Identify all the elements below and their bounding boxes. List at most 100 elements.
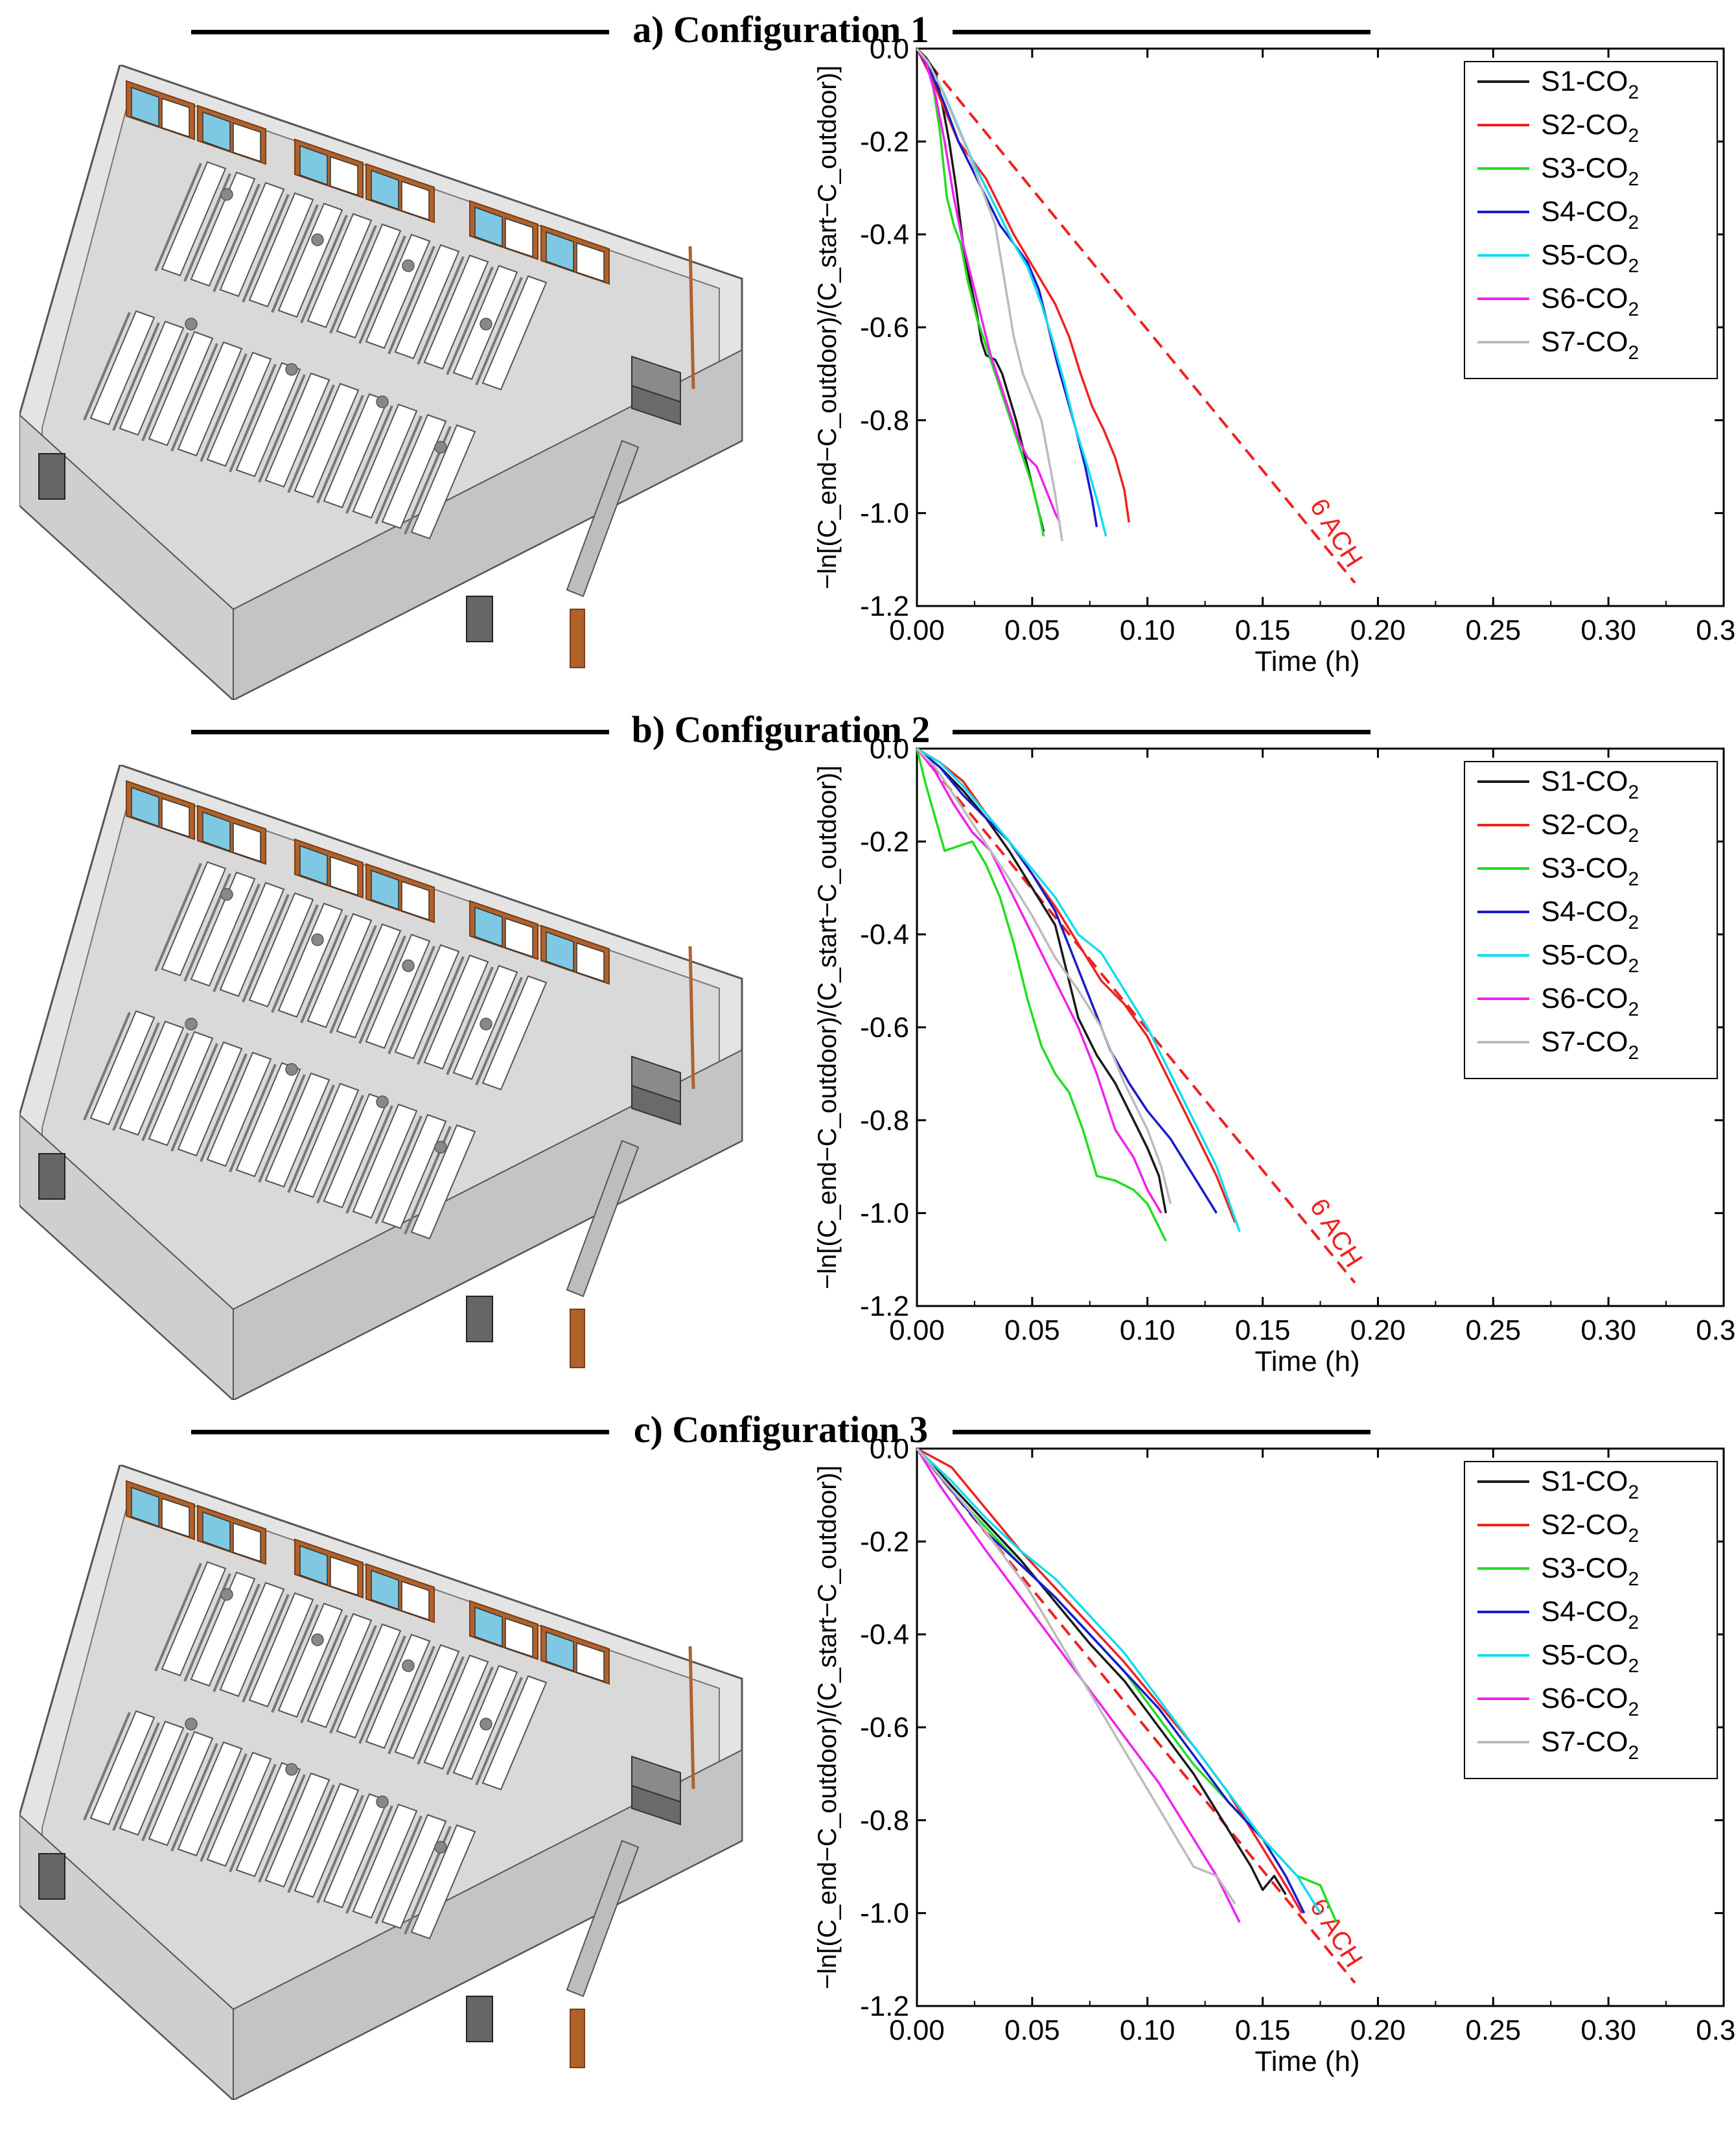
legend-label: S4-CO2 [1541,896,1639,933]
chair-row [388,1646,435,1755]
chair-row [329,1625,377,1734]
chair-row [345,1105,393,1214]
window-pane [505,217,533,258]
x-axis-label: Time (h) [1255,1346,1360,1377]
chair-row [112,1022,160,1131]
side-door [570,609,585,668]
chair-row [242,1594,290,1703]
door-right [466,1296,493,1342]
x-tick-label: 0.30 [1580,1314,1636,1346]
x-tick-label: 0.25 [1465,1314,1521,1346]
teacher-desk-front [631,1784,681,1826]
chair-row [329,225,377,334]
window-pane [505,1617,533,1658]
y-tick-label: -1.0 [860,498,909,530]
side-wall [233,1749,743,2100]
x-tick-label: 0.05 [1004,614,1060,646]
window-pane [576,942,605,983]
series-line-s4 [916,747,1218,1214]
desk-row [294,1782,360,1898]
x-tick-label: 0.20 [1350,1314,1406,1346]
legend-label: S6-CO2 [1541,983,1639,1020]
y-tick-label: -1.0 [860,1898,909,1930]
y-tick-label: -0.4 [860,219,909,251]
window-pane [330,856,358,896]
series-line-s3 [916,748,1167,1242]
x-tick-label: 0.15 [1235,2014,1291,2046]
classroom-illustration [19,65,743,700]
window-glass [131,1486,159,1528]
desk-row [177,341,243,457]
y-tick-label: -0.6 [860,1712,909,1744]
chair-row [300,915,348,1023]
legend-label: S3-CO2 [1541,852,1639,890]
legend-box [1464,1461,1718,1779]
room-group [19,1465,743,2100]
desk-row [336,223,402,339]
window-pane [401,880,430,921]
chair-row [170,343,218,452]
chair-row [345,405,393,514]
teacher-desk-front [631,384,681,426]
sensor-marker [402,959,415,972]
window-pane [161,1497,190,1538]
desk-row [336,1623,402,1739]
y-axis-label: −ln[(C_end−C_outdoor)/(C_start−C_outdoor… [813,65,842,589]
chair-row [271,204,319,313]
window-glass [474,906,503,948]
chair-row [141,1732,189,1841]
panel-title: b) Configuration 2 [631,708,931,751]
decay-chart: 0.00 0.05 0.10 0.15 0.20 0.25 0.30 0.35 0.0 -0.2 -… [813,739,1736,1377]
series-line-s5 [916,1447,1321,1914]
desk-row [89,310,156,426]
y-tick-label: -0.2 [860,1526,909,1557]
window-glass [371,169,399,211]
legend-label: S6-CO2 [1541,283,1639,320]
chair-row [287,384,335,493]
window-glass [131,86,159,128]
desk-row [219,181,285,297]
chair-row [446,1666,494,1775]
window-pane [161,797,190,838]
y-tick-label: -1.2 [860,590,909,622]
panel-configuration-1: a) Configuration 1 0.00 0.05 0.10 0.15 0.20 0… [0,0,1736,700]
header-rule-right [953,30,1371,34]
chair-row [417,956,465,1065]
sensor-marker [311,1633,324,1646]
window-glass [546,231,574,272]
sensor-marker [402,1659,415,1672]
decay-chart: 0.00 0.05 0.10 0.15 0.20 0.25 0.30 0.35 0.0 -0.2 -… [813,39,1736,677]
sensor-marker [285,363,298,376]
series-line-s5 [916,747,1241,1232]
chair-row [358,235,406,344]
header-rule-left [191,1430,609,1434]
chair-row [83,312,131,421]
window-glass [371,1569,399,1611]
chair-row [375,415,422,524]
chair-row [316,395,364,504]
x-tick-label: 0.10 [1120,1314,1175,1346]
series-line-s6 [916,747,1163,1214]
legend-label: S6-CO2 [1541,1683,1639,1720]
desk-row [148,331,214,447]
legend-label: S1-CO2 [1541,65,1639,103]
sensor-marker [434,1841,447,1854]
sensor-marker [220,1588,233,1601]
desk-row [248,192,314,308]
legend-label: S2-CO2 [1541,1509,1639,1546]
x-tick-label: 0.20 [1350,2014,1406,2046]
x-tick-label: 0.35 [1696,614,1736,646]
series-line-s7 [916,47,1063,541]
room-group [19,65,743,700]
x-tick-label: 0.30 [1580,614,1636,646]
window-glass [371,869,399,911]
window-glass [546,1631,574,1672]
y-tick-label: 0.0 [870,39,909,65]
front-wall [19,1114,234,1400]
desk-row [277,202,343,318]
x-tick-label: 0.00 [889,2014,945,2046]
x-axis-label: Time (h) [1255,2046,1360,2077]
legend-label: S2-CO2 [1541,809,1639,846]
panel-title: a) Configuration 1 [632,8,929,51]
chair-row [200,1753,248,1862]
